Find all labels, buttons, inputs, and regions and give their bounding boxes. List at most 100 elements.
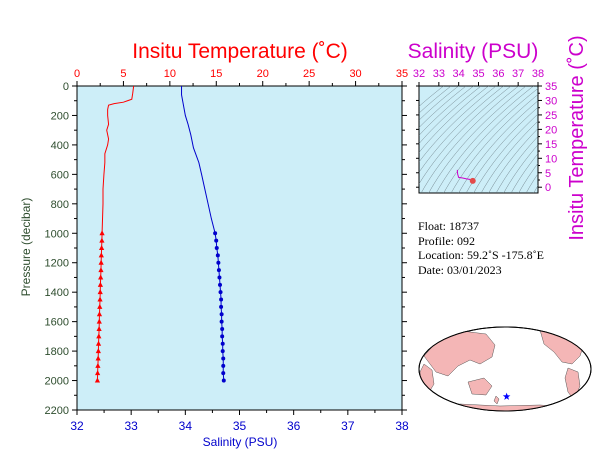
pressure-tick-label: 2200: [45, 405, 69, 417]
pressure-tick-label: 600: [51, 169, 69, 181]
ts-density-contour: [419, 86, 452, 114]
ts-salinity-tick-label: 36: [492, 68, 504, 80]
map-australia-landmass: [467, 377, 493, 396]
salinity-point: [214, 246, 219, 250]
ts-surface-point: [469, 177, 476, 184]
ts-salinity-tick-label: 38: [532, 68, 544, 80]
ts-temperature-tick-label: 35: [545, 81, 557, 93]
ts-density-contour: [419, 86, 505, 173]
pressure-tick-label: 1000: [45, 228, 69, 240]
world-map: [418, 326, 592, 412]
ts-temperature-tick-label: 25: [545, 110, 557, 122]
salinity-point: [219, 297, 224, 302]
temperature-point: [97, 281, 103, 287]
profile-plot-area: [76, 85, 403, 411]
pressure-tick-label: 200: [51, 110, 69, 122]
temperature-point: [94, 377, 101, 383]
salinity-axis-title: Salinity (PSU): [203, 435, 278, 449]
temperature-tick-label: 25: [303, 68, 315, 80]
temperature-point: [99, 237, 105, 243]
ts-temperature-tick-label: 30: [545, 95, 557, 107]
temperature-axis-title: Insitu Temperature (˚C): [132, 40, 348, 63]
salinity-point: [221, 356, 226, 361]
pressure-tick-label: 400: [51, 140, 69, 152]
temperature-point: [95, 370, 101, 376]
salinity-point: [220, 341, 225, 346]
ts-density-contour: [488, 128, 538, 193]
temperature-tick-label: 10: [164, 68, 176, 80]
ts-salinity-tick-label: 37: [512, 68, 524, 80]
ts-curve: [456, 169, 473, 182]
pressure-axis-title: Pressure (decibar): [19, 198, 33, 297]
salinity-point: [220, 349, 225, 354]
ts-density-contour: [495, 136, 538, 193]
salinity-tick-label: 32: [70, 419, 84, 433]
ts-temperature-tick-label: 20: [545, 124, 557, 136]
ts-temperature-tick-label: 0: [545, 182, 551, 194]
map-antarctica-landmass: [429, 403, 581, 411]
ts-density-contour: [503, 144, 538, 193]
temperature-point: [98, 274, 104, 280]
temperature-profile-line: [101, 86, 135, 234]
ts-density-contour: [450, 94, 538, 193]
ts-density-contour: [510, 153, 538, 193]
pressure-tick-label: 2000: [45, 376, 69, 388]
temperature-point: [96, 333, 102, 339]
temperature-point: [97, 303, 103, 309]
ts-axes: 32 33 34 35 36 37 38 0 5 10 15 20 25 30 35: [413, 68, 557, 194]
temperature-tick-label: 5: [120, 68, 126, 80]
salinity-point: [221, 363, 226, 368]
ts-temperature-tick-label: 15: [545, 139, 557, 151]
ts-temperature-tick-label: 5: [545, 168, 551, 180]
pressure-tick-label: 1200: [45, 258, 69, 270]
salinity-point: [221, 378, 226, 383]
ts-density-contours: [419, 86, 538, 193]
date-text: Date: 03/01/2023: [418, 262, 502, 277]
ts-density-contour: [419, 86, 482, 145]
salinity-point: [217, 275, 222, 280]
ts-density-contour: [480, 120, 538, 193]
temperature-point: [95, 348, 101, 354]
ts-temperature-title: Insitu Temperature (˚C): [566, 35, 588, 240]
salinity-point: [216, 260, 221, 265]
ts-salinity-tick-label: 33: [433, 68, 445, 80]
salinity-tick-label: 38: [395, 419, 409, 433]
salinity-point: [216, 268, 221, 273]
salinity-tick-label: 36: [287, 419, 301, 433]
ts-density-contour: [473, 113, 538, 193]
ts-density-contour: [443, 88, 538, 193]
ts-density-contour: [435, 86, 535, 193]
salinity-profile-line: [181, 86, 216, 234]
ts-density-contour: [420, 86, 520, 193]
temperature-point: [99, 230, 105, 236]
temperature-tick-label: 35: [396, 68, 408, 80]
salinity-point: [220, 327, 225, 331]
ts-density-contour: [428, 86, 527, 193]
profile-number-text: Profile: 092: [418, 233, 475, 248]
ts-density-contour: [419, 86, 497, 163]
float-id-text: Float: 18737: [418, 219, 480, 233]
temperature-point: [99, 245, 105, 250]
salinity-point: [215, 253, 220, 258]
temperature-tick-label: 20: [257, 68, 269, 80]
temperature-tick-label: 30: [349, 68, 361, 80]
ts-series: [456, 169, 476, 184]
salinity-point: [219, 319, 224, 324]
temperature-point: [98, 259, 104, 265]
profile-axes: 0200400600800100012001400160018002000220…: [45, 68, 409, 433]
ts-salinity-tick-label: 32: [413, 68, 425, 80]
temperature-point: [96, 318, 102, 324]
ts-temperature-tick-label: 10: [545, 153, 557, 165]
temperature-point: [95, 362, 101, 368]
temperature-point: [95, 340, 102, 346]
temperature-point: [98, 252, 104, 258]
temperature-point: [96, 326, 102, 331]
profile-series: [94, 86, 226, 383]
ts-density-contour: [419, 86, 475, 136]
temperature-point: [98, 267, 104, 273]
ts-density-contour: [518, 162, 538, 193]
temperature-tick-label: 0: [74, 68, 80, 80]
ts-plot-area: [418, 85, 539, 194]
pressure-tick-label: 1600: [45, 317, 69, 329]
ts-density-contour: [525, 173, 538, 193]
